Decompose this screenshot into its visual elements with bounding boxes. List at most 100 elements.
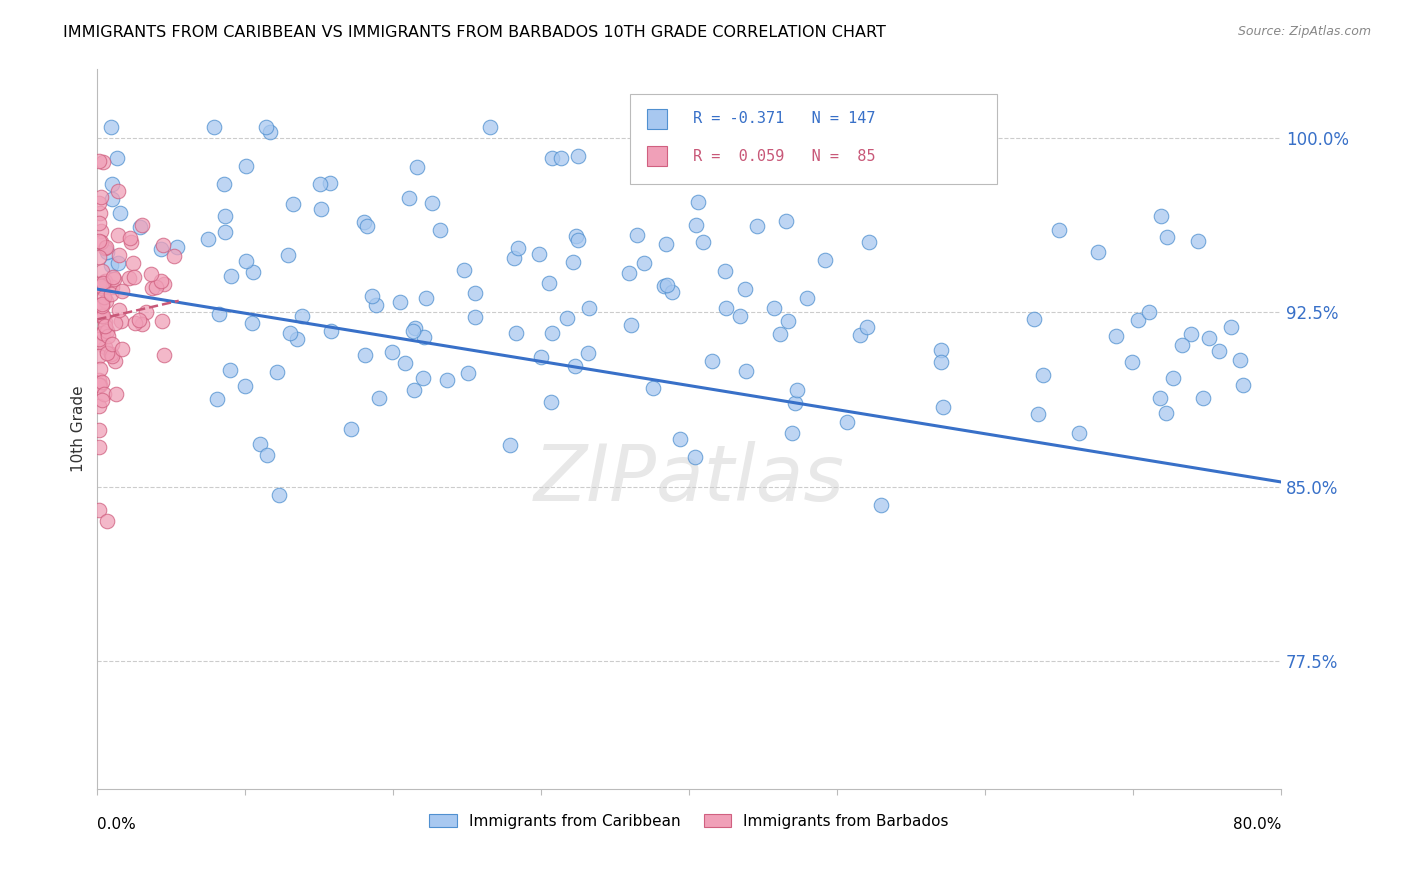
Point [266,365,288,379]
Point [505,326,527,340]
Point [111,285,134,299]
Point [91,392,114,407]
Point [256,448,278,462]
Point [96,294,118,309]
Point [128,220,150,235]
Point [413,330,436,344]
Point [1032,368,1054,383]
Point [100,120,122,134]
Point [776,314,799,328]
Point [321,325,343,339]
Point [557,311,579,326]
Point [208,307,231,321]
Point [197,232,219,246]
Point [562,254,585,268]
Point [233,379,256,393]
Point [152,348,174,362]
Point [285,332,308,346]
Point [107,256,129,270]
Point [837,415,859,429]
Point [1220,319,1243,334]
Point [131,218,153,232]
Point [89,377,111,392]
Point [90,310,112,324]
Point [785,396,807,410]
Point [1187,234,1209,248]
Point [104,354,127,368]
Point [89,362,111,376]
Point [131,317,153,331]
Point [1049,223,1071,237]
Point [309,202,332,216]
Point [309,177,332,191]
Point [89,206,111,220]
Point [101,177,124,191]
Text: ZIPatlas: ZIPatlas [534,441,845,517]
Point [567,149,589,163]
Point [734,283,756,297]
Point [118,231,141,245]
Point [564,359,586,374]
Point [104,316,127,330]
Point [87,196,110,211]
Point [412,371,434,385]
Point [94,241,117,255]
Point [100,347,122,361]
Point [661,285,683,299]
Point [89,217,111,231]
Point [775,214,797,228]
Point [503,251,526,265]
Point [120,235,142,250]
Point [436,372,458,386]
Point [141,267,163,281]
Point [219,268,242,283]
Point [1105,329,1128,343]
Point [100,286,122,301]
Point [652,279,675,293]
Point [108,247,131,261]
Point [1137,305,1160,319]
Point [929,355,952,369]
Point [1149,391,1171,405]
Point [786,384,808,398]
Point [683,450,706,464]
Point [87,423,110,437]
Point [420,196,443,211]
Point [1150,209,1173,223]
Point [1161,371,1184,385]
Point [457,366,479,380]
Point [91,277,114,291]
Point [90,235,112,250]
Point [641,381,664,395]
Point [235,159,257,173]
Point [90,224,112,238]
Point [814,252,837,267]
Point [319,176,342,190]
Point [692,235,714,249]
Point [96,324,118,338]
Point [87,373,110,387]
Point [277,248,299,262]
Point [688,195,710,210]
Point [107,228,129,243]
Point [1192,392,1215,406]
Point [254,120,277,134]
Point [626,228,648,243]
Point [728,309,751,323]
Point [567,233,589,247]
Point [90,281,112,295]
Point [124,316,146,330]
Point [87,335,110,350]
Point [578,301,600,315]
Point [1126,313,1149,327]
Point [541,152,564,166]
Point [655,236,678,251]
Point [356,219,378,234]
Point [96,240,118,254]
FancyBboxPatch shape [630,94,997,184]
Point [101,280,124,294]
Point [111,342,134,356]
Point [762,301,785,315]
Point [1022,312,1045,326]
Point [714,301,737,316]
